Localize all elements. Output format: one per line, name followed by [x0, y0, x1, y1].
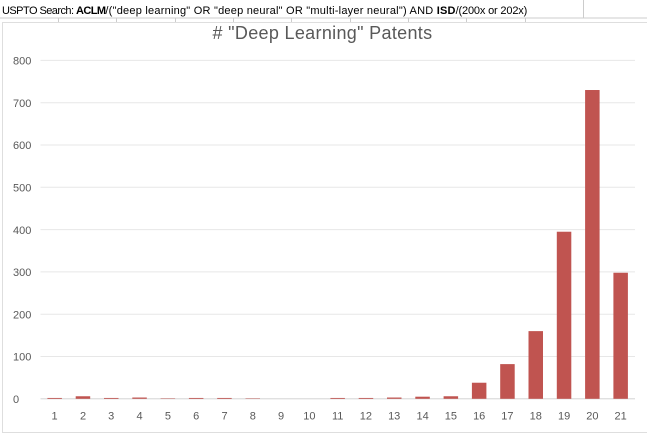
- svg-text:21: 21: [614, 410, 626, 422]
- svg-text:600: 600: [13, 140, 31, 152]
- svg-text:17: 17: [501, 410, 513, 422]
- svg-text:800: 800: [13, 56, 31, 68]
- svg-text:100: 100: [13, 352, 31, 364]
- svg-text:4: 4: [137, 410, 143, 422]
- svg-text:18: 18: [530, 410, 542, 422]
- svg-text:20: 20: [586, 410, 598, 422]
- svg-text:400: 400: [13, 225, 31, 237]
- svg-text:# "Deep Learning" Patents: # "Deep Learning" Patents: [213, 23, 433, 43]
- svg-text:9: 9: [278, 410, 284, 422]
- svg-text:8: 8: [250, 410, 256, 422]
- svg-text:14: 14: [416, 410, 428, 422]
- svg-text:2: 2: [80, 410, 86, 422]
- svg-text:5: 5: [165, 410, 171, 422]
- svg-text:11: 11: [332, 410, 343, 422]
- svg-text:15: 15: [445, 410, 457, 422]
- svg-text:700: 700: [13, 98, 31, 110]
- svg-text:7: 7: [221, 410, 227, 422]
- svg-text:0: 0: [13, 394, 19, 406]
- svg-text:500: 500: [13, 183, 31, 195]
- svg-text:12: 12: [360, 410, 372, 422]
- svg-text:19: 19: [558, 410, 570, 422]
- svg-text:300: 300: [13, 267, 31, 279]
- svg-text:13: 13: [388, 410, 400, 422]
- svg-text:6: 6: [193, 410, 199, 422]
- svg-text:16: 16: [473, 410, 485, 422]
- svg-text:200: 200: [13, 309, 31, 321]
- svg-text:10: 10: [303, 410, 315, 422]
- svg-text:1: 1: [52, 410, 58, 422]
- svg-text:3: 3: [108, 410, 114, 422]
